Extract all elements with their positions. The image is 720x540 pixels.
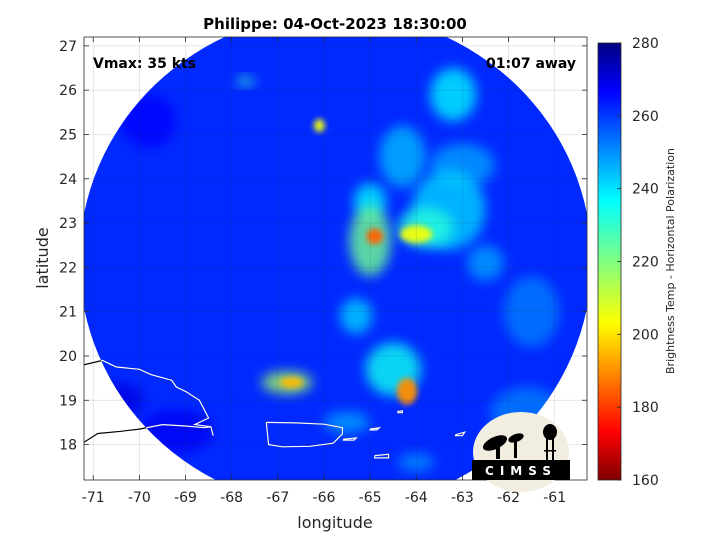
y-tick-label: 25 (59, 127, 77, 143)
y-tick-label: 26 (59, 83, 77, 99)
convection-cell (430, 68, 477, 122)
convection-cell (503, 276, 560, 348)
vmax-annotation: Vmax: 35 kts (93, 56, 196, 72)
plot-frame (83, 36, 588, 481)
y-tick-label: 27 (59, 39, 77, 55)
y-tick-label: 20 (59, 349, 77, 365)
convection-cell (467, 245, 504, 281)
x-tick-label: -65 (359, 490, 382, 506)
x-tick-label: -67 (266, 490, 289, 506)
coastline-overlay-hispaniola-north (84, 359, 214, 436)
convection-cell (400, 225, 433, 243)
convection-cell (396, 378, 418, 405)
colorbar: 160 180 200 220 240 260 280 Brightness Temp - … (597, 36, 677, 489)
colorbar-label: Brightness Temp - Horizontal Polarizatio… (664, 148, 677, 374)
cimss-logo: CIMSS (472, 412, 570, 492)
y-tick-label: 18 (59, 438, 77, 454)
x-tick-label: -63 (451, 490, 474, 506)
y-tick-label: 23 (59, 216, 77, 232)
plot-area: -71 -70 -69 -68 -67 -66 -65 -64 -63 -62 -61 18 19 20… (59, 36, 588, 506)
colorbar-tick-label: 200 (632, 327, 659, 343)
coastline-overlay-puerto-rico (265, 421, 343, 448)
x-tick-label: -70 (128, 490, 151, 506)
y-tick-label: 21 (59, 305, 77, 321)
colorbar-tick-label: 260 (632, 109, 659, 125)
convection-cell (280, 377, 304, 388)
coastline-overlay-anguilla-area (454, 431, 467, 437)
convection-cell (379, 125, 426, 188)
x-axis-ticks: -71 -70 -69 -68 -67 -66 -65 -64 -63 -62 -61 (82, 37, 566, 506)
coastline-overlay-st-croix (374, 453, 390, 459)
grid-lines (84, 37, 587, 480)
convection-cell (397, 453, 435, 472)
satellite-dish-icon (482, 433, 524, 459)
x-axis-label: longitude (297, 513, 372, 532)
x-tick-label: -62 (497, 490, 520, 506)
y-tick-label: 19 (59, 393, 77, 409)
colorbar-tick-label: 220 (632, 255, 659, 271)
water-tower-icon (543, 424, 557, 460)
convection-cell (120, 94, 177, 148)
coastline-overlay-virgin-islands (369, 426, 382, 431)
y-axis-label: latitude (33, 227, 52, 288)
convection-cell (323, 411, 371, 434)
colorbar-tick-label: 180 (632, 400, 659, 416)
coastline-overlay-anegada (397, 410, 403, 414)
x-tick-label: -66 (313, 490, 336, 506)
x-tick-label: -68 (220, 490, 243, 506)
y-axis-ticks: 18 19 20 21 22 23 24 25 26 27 (59, 39, 587, 454)
time-away-annotation: 01:07 away (486, 56, 576, 72)
x-tick-label: -64 (405, 490, 428, 506)
colorbar-tick-label: 240 (632, 182, 659, 198)
logo-text: CIMSS (485, 464, 557, 478)
x-tick-label: -69 (174, 490, 197, 506)
convection-cell (313, 118, 325, 133)
x-tick-label: -61 (543, 490, 566, 506)
y-tick-label: 22 (59, 260, 77, 276)
y-tick-label: 24 (59, 172, 77, 188)
chart-title: Philippe: 04-Oct-2023 18:30:00 (203, 15, 467, 33)
coastline-overlay-vieques (342, 437, 358, 441)
convection-cell (366, 228, 384, 245)
colorbar-ticks: 160 180 200 220 240 260 280 (617, 36, 659, 489)
coastlines (84, 359, 467, 459)
colorbar-tick-label: 280 (632, 36, 659, 52)
convection-cell (340, 298, 373, 334)
x-tick-label: -71 (82, 490, 105, 506)
convection-cell (236, 76, 255, 86)
colorbar-tick-label: 160 (632, 473, 659, 489)
